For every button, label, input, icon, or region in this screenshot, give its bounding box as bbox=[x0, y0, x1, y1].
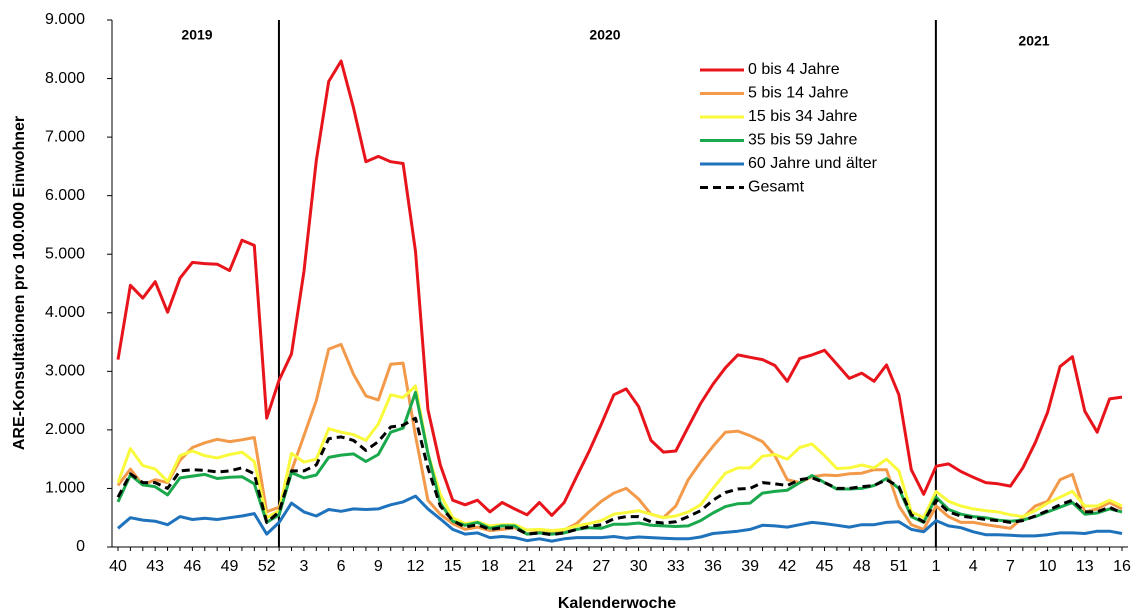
y-tick-label: 3.000 bbox=[45, 363, 85, 380]
x-tick-label: 7 bbox=[1006, 558, 1015, 575]
series-line bbox=[116, 59, 1123, 517]
x-tick-label: 45 bbox=[816, 558, 834, 575]
series-line bbox=[116, 342, 1123, 536]
series-line bbox=[116, 384, 1123, 533]
legend-label: 15 bis 34 Jahre bbox=[748, 108, 858, 125]
y-tick-label: 0 bbox=[76, 538, 85, 555]
x-tick-label: 39 bbox=[741, 558, 759, 575]
y-axis-title: ARE-Konsultationen pro 100.000 Einwohner bbox=[11, 116, 28, 450]
legend-label: 60 Jahre und älter bbox=[748, 155, 878, 172]
x-tick-label: 13 bbox=[1076, 558, 1094, 575]
x-tick-label: 52 bbox=[258, 558, 276, 575]
y-tick-label: 9.000 bbox=[45, 11, 85, 28]
x-tick-label: 27 bbox=[593, 558, 611, 575]
y-tick-label: 2.000 bbox=[45, 421, 85, 438]
y-tick-label: 7.000 bbox=[45, 128, 85, 145]
x-tick-label: 43 bbox=[146, 558, 164, 575]
year-label: 2020 bbox=[589, 27, 620, 43]
x-tick-label: 9 bbox=[374, 558, 383, 575]
y-tick-label: 8.000 bbox=[45, 70, 85, 87]
series-line bbox=[117, 494, 1123, 543]
x-tick-label: 1 bbox=[932, 558, 941, 575]
x-tick-label: 15 bbox=[444, 558, 462, 575]
x-tick-label: 30 bbox=[630, 558, 648, 575]
legend-label: Gesamt bbox=[748, 179, 805, 196]
x-tick-label: 40 bbox=[109, 558, 127, 575]
x-tick-label: 10 bbox=[1039, 558, 1057, 575]
year-label: 2019 bbox=[181, 27, 212, 43]
x-axis-title: Kalenderwoche bbox=[558, 595, 676, 612]
x-tick-label: 12 bbox=[407, 558, 425, 575]
x-tick-label: 21 bbox=[518, 558, 536, 575]
legend-label: 35 bis 59 Jahre bbox=[748, 132, 858, 149]
y-tick-label: 5.000 bbox=[45, 245, 85, 262]
y-tick-label: 6.000 bbox=[45, 187, 85, 204]
x-tick-label: 33 bbox=[667, 558, 685, 575]
x-tick-label: 42 bbox=[778, 558, 796, 575]
legend-label: 0 bis 4 Jahre bbox=[748, 61, 840, 78]
x-tick-label: 3 bbox=[299, 558, 308, 575]
x-tick-label: 49 bbox=[221, 558, 239, 575]
x-tick-label: 51 bbox=[890, 558, 908, 575]
x-tick-label: 46 bbox=[183, 558, 201, 575]
year-label: 2021 bbox=[1018, 33, 1049, 49]
x-tick-label: 48 bbox=[853, 558, 871, 575]
x-tick-label: 24 bbox=[555, 558, 573, 575]
legend-label: 5 bis 14 Jahre bbox=[748, 85, 849, 102]
series-line bbox=[116, 416, 1123, 537]
x-tick-label: 16 bbox=[1113, 558, 1131, 575]
x-tick-label: 36 bbox=[704, 558, 722, 575]
x-tick-label: 18 bbox=[481, 558, 499, 575]
y-tick-label: 4.000 bbox=[45, 304, 85, 321]
y-tick-label: 1.000 bbox=[45, 480, 85, 497]
x-tick-label: 4 bbox=[969, 558, 978, 575]
x-tick-label: 6 bbox=[337, 558, 346, 575]
